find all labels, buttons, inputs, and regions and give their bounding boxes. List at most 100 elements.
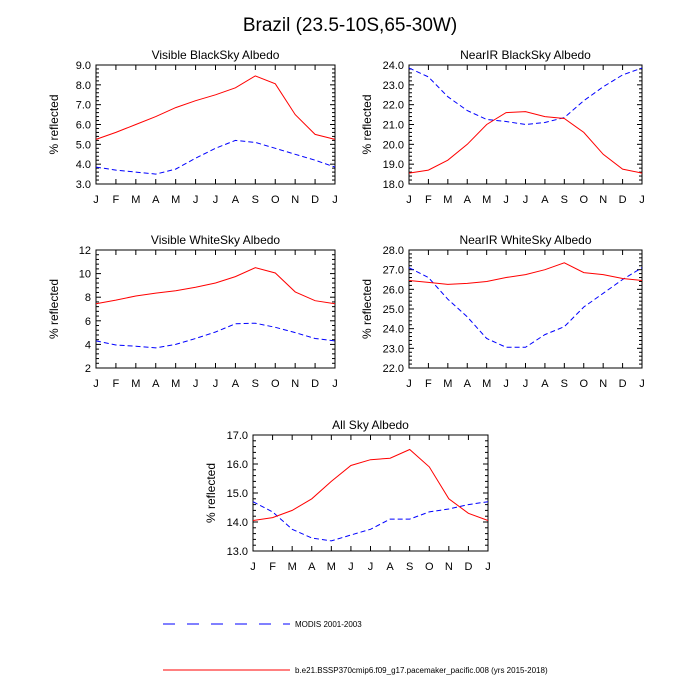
x-tick-label: N <box>291 194 299 206</box>
x-tick-label: J <box>193 194 199 206</box>
x-tick-label: F <box>425 378 432 390</box>
y-tick-label: 25.0 <box>383 304 404 316</box>
x-tick-label: O <box>271 378 280 390</box>
panel-title: Visible WhiteSky Albedo <box>151 233 281 247</box>
x-tick-label: A <box>464 194 472 206</box>
y-tick-label: 5.0 <box>76 139 91 151</box>
x-tick-label: A <box>464 378 472 390</box>
x-tick-label: M <box>443 378 452 390</box>
y-tick-label: 21.0 <box>383 120 404 132</box>
x-tick-label: F <box>113 194 120 206</box>
x-tick-label: M <box>288 561 297 573</box>
x-tick-label: D <box>311 194 319 206</box>
x-tick-label: J <box>406 194 412 206</box>
x-tick-label: D <box>311 378 319 390</box>
x-tick-label: O <box>579 194 588 206</box>
x-tick-label: J <box>213 194 219 206</box>
x-tick-label: A <box>152 194 160 206</box>
y-axis-label: % reflected <box>47 94 61 154</box>
x-tick-label: J <box>93 194 99 206</box>
series-line-model <box>408 111 643 174</box>
x-tick-label: S <box>252 194 259 206</box>
x-tick-label: S <box>406 561 413 573</box>
x-tick-label: M <box>171 194 180 206</box>
legend: MODIS 2001-2003 b.e21.BSSP370cmip6.f09_g… <box>163 620 548 675</box>
y-tick-label: 2 <box>85 363 91 375</box>
y-tick-label: 23.0 <box>383 80 404 92</box>
x-tick-label: N <box>599 194 607 206</box>
series-line-modis <box>95 139 336 175</box>
x-tick-label: N <box>445 561 453 573</box>
x-tick-label: S <box>561 194 568 206</box>
y-tick-label: 27.0 <box>383 265 404 277</box>
panel-title: NearIR BlackSky Albedo <box>460 48 591 62</box>
x-tick-label: J <box>332 378 338 390</box>
x-tick-label: J <box>485 561 491 573</box>
x-tick-label: A <box>232 378 240 390</box>
x-tick-label: A <box>541 194 549 206</box>
y-tick-label: 20.0 <box>383 139 404 151</box>
y-tick-label: 24.0 <box>383 60 404 72</box>
y-tick-label: 4 <box>85 339 91 351</box>
y-tick-label: 24.0 <box>383 324 404 336</box>
x-tick-label: D <box>464 561 472 573</box>
x-tick-label: M <box>443 194 452 206</box>
y-tick-label: 14.0 <box>227 517 248 529</box>
x-tick-label: J <box>368 561 374 573</box>
series-line-modis <box>408 67 643 126</box>
x-tick-label: J <box>639 378 645 390</box>
y-tick-label: 6 <box>85 316 91 328</box>
x-tick-label: D <box>619 378 627 390</box>
x-tick-label: J <box>93 378 99 390</box>
legend-model-label: b.e21.BSSP370cmip6.f09_g17.pacemaker_pac… <box>295 666 548 675</box>
figure-title: Brazil (23.5-10S,65-30W) <box>243 15 457 36</box>
x-tick-label: J <box>523 194 529 206</box>
x-tick-label: F <box>113 378 120 390</box>
x-tick-label: S <box>252 378 259 390</box>
x-tick-label: N <box>291 378 299 390</box>
panel-nearir-whitesky: NearIR WhiteSky Albedo 22.0 23.0 24.0 25.0 26… <box>360 233 645 390</box>
x-tick-label: M <box>131 378 140 390</box>
y-tick-label: 23.0 <box>383 343 404 355</box>
x-tick-label: M <box>327 561 336 573</box>
y-tick-label: 4.0 <box>76 159 91 171</box>
series-line-modis <box>252 501 489 542</box>
series-line-model <box>95 267 336 305</box>
y-axis-label: % reflected <box>360 279 374 339</box>
x-tick-label: A <box>232 194 240 206</box>
x-tick-label: M <box>171 378 180 390</box>
x-tick-label: D <box>619 194 627 206</box>
y-tick-label: 17.0 <box>227 430 248 442</box>
y-axis-label: % reflected <box>360 94 374 154</box>
x-tick-label: M <box>131 194 140 206</box>
series-line-model <box>252 448 489 521</box>
x-tick-label: A <box>386 561 394 573</box>
x-tick-label: N <box>599 378 607 390</box>
x-tick-label: A <box>308 561 316 573</box>
y-tick-label: 6.0 <box>76 120 91 132</box>
x-tick-label: J <box>193 378 199 390</box>
plot-frame <box>95 249 336 369</box>
panel-title: Visible BlackSky Albedo <box>152 48 280 62</box>
panel-title: NearIR WhiteSky Albedo <box>459 233 591 247</box>
y-tick-label: 16.0 <box>227 459 248 471</box>
x-tick-label: J <box>406 378 412 390</box>
plot-frame <box>408 64 643 185</box>
y-tick-label: 26.0 <box>383 284 404 296</box>
x-tick-label: J <box>503 194 509 206</box>
series-line-modis <box>95 322 336 349</box>
x-tick-label: J <box>213 378 219 390</box>
x-tick-label: O <box>425 561 434 573</box>
x-tick-label: F <box>425 194 432 206</box>
y-tick-label: 9.0 <box>76 60 91 72</box>
x-tick-label: J <box>639 194 645 206</box>
x-tick-label: M <box>482 378 491 390</box>
x-tick-label: J <box>332 194 338 206</box>
y-tick-label: 12 <box>79 245 91 257</box>
legend-modis-label: MODIS 2001-2003 <box>295 620 362 629</box>
y-axis-label: % reflected <box>204 463 218 523</box>
series-line-model <box>408 262 643 285</box>
